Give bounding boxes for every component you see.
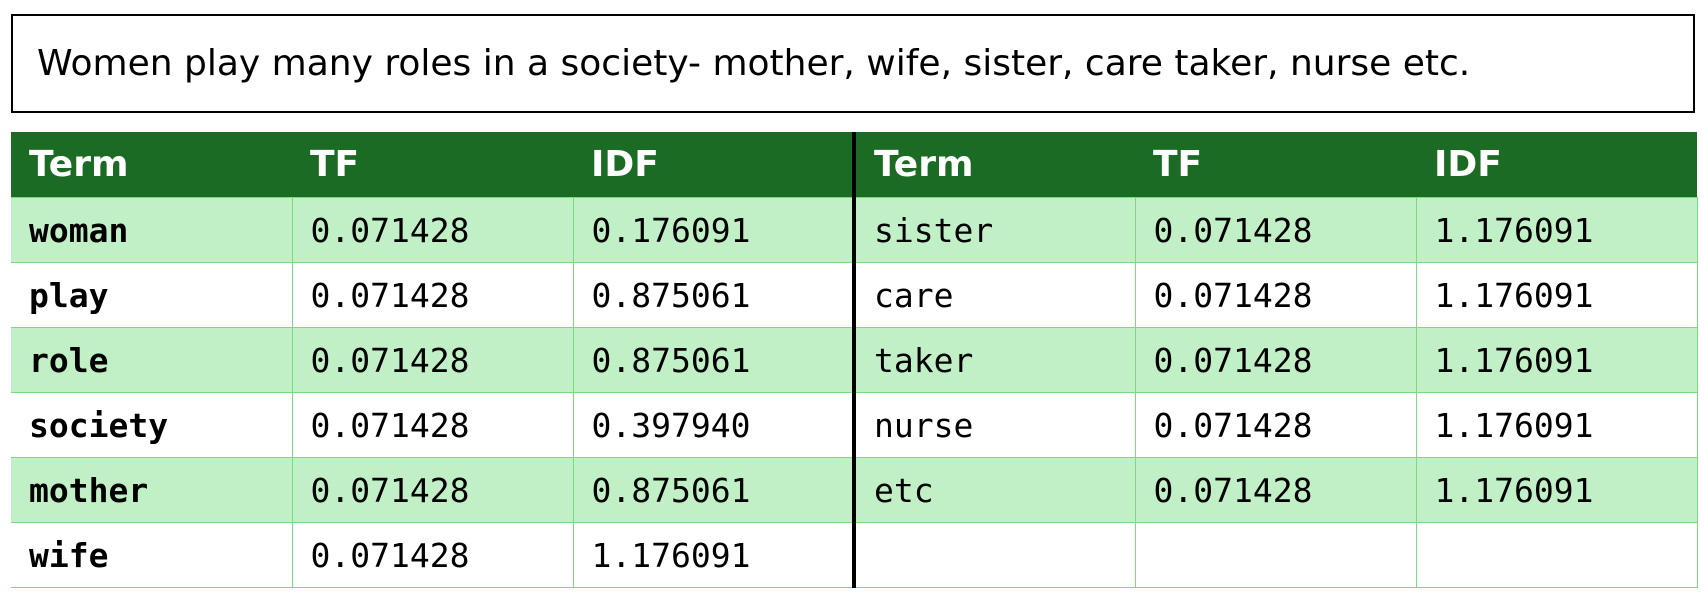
table-header-row: Term TF IDF Term TF IDF (11, 132, 1697, 198)
header-tf-right: TF (1135, 132, 1416, 198)
idf-cell: 0.397940 (572, 392, 855, 458)
table-row: wife 0.071428 1.176091 (11, 522, 1698, 588)
term-cell: nurse (852, 392, 1136, 458)
sentence-box: Women play many roles in a society- moth… (11, 14, 1695, 113)
tf-cell: 0.071428 (291, 522, 574, 588)
header-idf-right: IDF (1416, 132, 1697, 198)
tfidf-table: Term TF IDF Term TF IDF woman 0.071428 0… (11, 132, 1698, 588)
idf-cell: 1.176091 (1415, 457, 1698, 523)
term-cell: role (11, 327, 293, 393)
table-row: society 0.071428 0.397940 nurse 0.071428… (11, 392, 1698, 458)
idf-cell: 0.875061 (572, 327, 855, 393)
header-term-left: Term (11, 132, 292, 198)
table-row: role 0.071428 0.875061 taker 0.071428 1.… (11, 327, 1698, 393)
idf-cell: 1.176091 (1415, 392, 1698, 458)
idf-cell (1415, 522, 1698, 588)
idf-cell: 1.176091 (1415, 327, 1698, 393)
header-term-right: Term (852, 132, 1135, 198)
idf-cell: 1.176091 (1415, 197, 1698, 263)
term-cell: play (11, 262, 293, 328)
term-cell: woman (11, 197, 293, 263)
table-row: woman 0.071428 0.176091 sister 0.071428 … (11, 197, 1698, 263)
tf-cell: 0.071428 (1134, 327, 1417, 393)
tf-cell: 0.071428 (1134, 197, 1417, 263)
idf-cell: 1.176091 (1415, 262, 1698, 328)
tf-cell: 0.071428 (1134, 262, 1417, 328)
term-cell: etc (852, 457, 1136, 523)
term-cell: sister (852, 197, 1136, 263)
tf-cell: 0.071428 (1134, 457, 1417, 523)
table-row: play 0.071428 0.875061 care 0.071428 1.1… (11, 262, 1698, 328)
term-cell: society (11, 392, 293, 458)
idf-cell: 0.875061 (572, 457, 855, 523)
idf-cell: 0.875061 (572, 262, 855, 328)
tf-cell: 0.071428 (291, 457, 574, 523)
header-idf-left: IDF (573, 132, 854, 198)
term-cell: care (852, 262, 1136, 328)
tf-cell: 0.071428 (291, 197, 574, 263)
tf-cell: 0.071428 (291, 262, 574, 328)
tf-cell: 0.071428 (1134, 392, 1417, 458)
term-cell: mother (11, 457, 293, 523)
tf-cell: 0.071428 (291, 392, 574, 458)
tf-cell (1134, 522, 1417, 588)
term-cell: taker (852, 327, 1136, 393)
table-row: mother 0.071428 0.875061 etc 0.071428 1.… (11, 457, 1698, 523)
idf-cell: 0.176091 (572, 197, 855, 263)
tf-cell: 0.071428 (291, 327, 574, 393)
idf-cell: 1.176091 (572, 522, 855, 588)
term-cell: wife (11, 522, 293, 588)
sentence-text: Women play many roles in a society- moth… (37, 43, 1471, 84)
term-cell (852, 522, 1136, 588)
header-tf-left: TF (292, 132, 573, 198)
